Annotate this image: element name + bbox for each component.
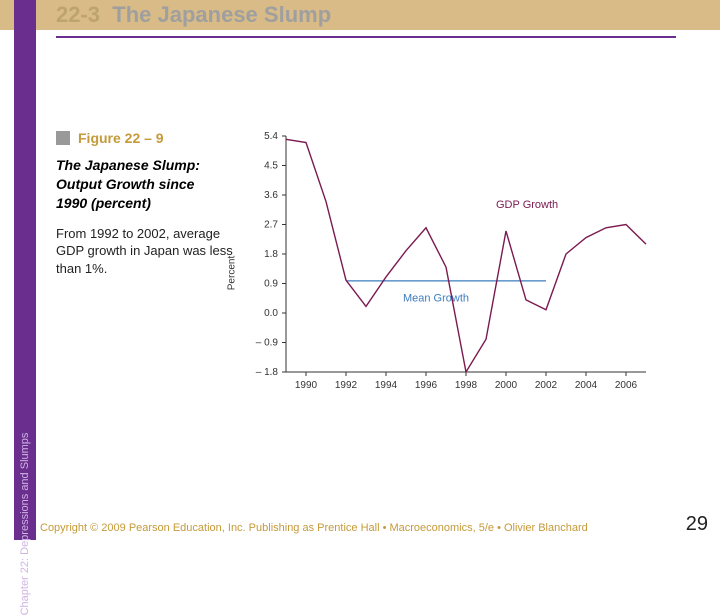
svg-text:2004: 2004 [575,380,598,391]
svg-text:1990: 1990 [295,380,318,391]
svg-text:2000: 2000 [495,380,518,391]
svg-text:1.8: 1.8 [264,249,278,260]
sidebar: Chapter 22: Depressions and Slumps [14,0,36,540]
figure-label: Figure 22 – 9 [78,130,164,146]
title-divider [56,36,676,38]
svg-text:2.7: 2.7 [264,220,278,231]
copyright-footer: Copyright © 2009 Pearson Education, Inc.… [40,522,700,534]
svg-text:4.5: 4.5 [264,161,278,172]
page-number: 29 [686,513,708,536]
square-bullet-icon [56,131,70,145]
svg-text:2006: 2006 [615,380,638,391]
section-title: 22-3 The Japanese Slump [56,2,331,28]
svg-text:0.9: 0.9 [264,279,278,290]
svg-text:– 0.9: – 0.9 [256,338,279,349]
svg-text:1992: 1992 [335,380,358,391]
section-title-text: The Japanese Slump [112,2,331,27]
section-number: 22-3 [56,2,100,27]
svg-text:1998: 1998 [455,380,478,391]
figure-title: The Japanese Slump: Output Growth since … [56,156,226,213]
sidebar-chapter-label: Chapter 22: Depressions and Slumps [19,433,31,615]
svg-text:– 1.8: – 1.8 [256,367,279,378]
y-axis-label: Percent [227,256,238,290]
figure-caption: From 1992 to 2002, average GDP growth in… [56,225,236,278]
gdp-growth-chart: 5.4 4.5 3.6 2.7 1.8 0.9 0.0 – 0.9 – 1.8 1990 1992 1… [238,128,698,418]
svg-text:2002: 2002 [535,380,558,391]
svg-text:0.0: 0.0 [264,308,278,319]
svg-text:1996: 1996 [415,380,438,391]
svg-text:5.4: 5.4 [264,131,278,142]
svg-text:GDP Growth: GDP Growth [496,199,558,211]
svg-text:3.6: 3.6 [264,190,278,201]
svg-text:Mean Growth: Mean Growth [403,293,469,305]
svg-text:1994: 1994 [375,380,398,391]
